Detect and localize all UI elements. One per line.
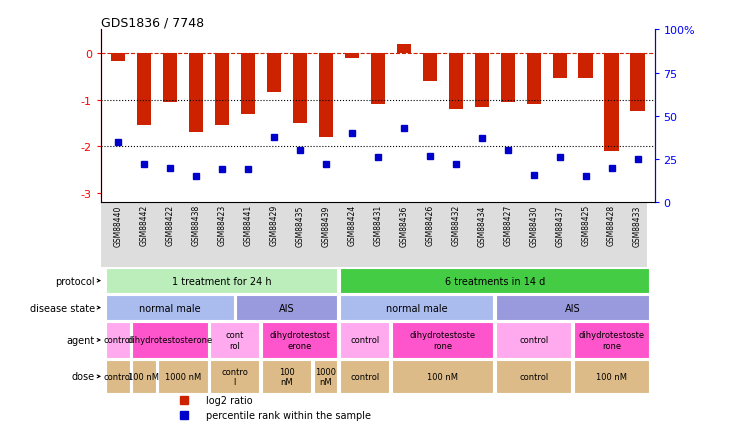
Text: 100
nM: 100 nM	[279, 367, 295, 386]
Bar	[314, 360, 337, 393]
Text: GSM88437: GSM88437	[555, 205, 564, 246]
Text: dose: dose	[72, 372, 95, 381]
Bar	[496, 322, 571, 358]
Bar	[578, 54, 592, 79]
Text: normal male: normal male	[386, 303, 447, 313]
Bar	[215, 54, 229, 126]
Text: GSM88441: GSM88441	[243, 205, 252, 246]
Text: 1 treatment for 24 h: 1 treatment for 24 h	[172, 276, 272, 286]
Bar	[496, 295, 649, 320]
Bar	[210, 360, 260, 393]
Bar	[163, 54, 177, 102]
Text: 1000 nM: 1000 nM	[165, 372, 201, 381]
Text: percentile rank within the sample: percentile rank within the sample	[206, 410, 371, 420]
Text: GSM88438: GSM88438	[191, 205, 200, 246]
Bar	[345, 54, 359, 59]
Bar	[188, 54, 203, 133]
Text: dihydrotestosterone: dihydrotestosterone	[127, 335, 212, 345]
Text: control: control	[350, 335, 379, 345]
Text: contro
l: contro l	[221, 367, 248, 386]
Text: 6 treatments in 14 d: 6 treatments in 14 d	[444, 276, 545, 286]
Bar	[631, 54, 645, 112]
Text: GSM88422: GSM88422	[165, 205, 174, 246]
Bar	[340, 360, 390, 393]
Bar	[449, 54, 463, 110]
Bar	[340, 295, 494, 320]
Text: GSM88423: GSM88423	[218, 205, 227, 246]
Bar	[370, 54, 385, 105]
Text: GSM88433: GSM88433	[633, 205, 642, 246]
Bar	[392, 322, 494, 358]
Text: GSM88434: GSM88434	[477, 205, 486, 246]
Text: GSM88426: GSM88426	[425, 205, 434, 246]
Bar	[423, 54, 437, 82]
Bar	[262, 360, 311, 393]
Text: control: control	[103, 372, 132, 381]
Text: agent: agent	[67, 335, 95, 345]
Text: GSM88425: GSM88425	[581, 205, 590, 246]
Bar	[496, 360, 571, 393]
Text: control: control	[103, 335, 132, 345]
Text: GSM88428: GSM88428	[607, 205, 616, 246]
Bar	[392, 360, 494, 393]
Bar	[340, 322, 390, 358]
Text: GSM88440: GSM88440	[114, 205, 123, 246]
Text: GDS1836 / 7748: GDS1836 / 7748	[101, 16, 204, 29]
Bar	[396, 45, 411, 54]
Bar	[111, 54, 125, 62]
Text: AIS: AIS	[279, 303, 295, 313]
Text: AIS: AIS	[565, 303, 580, 313]
Text: dihydrotestost
erone: dihydrotestost erone	[269, 330, 330, 350]
Text: GSM88435: GSM88435	[295, 205, 304, 246]
Bar	[106, 322, 129, 358]
Bar	[574, 322, 649, 358]
Text: 1000
nM: 1000 nM	[315, 367, 337, 386]
Bar	[319, 54, 333, 138]
Text: control: control	[519, 335, 548, 345]
Bar	[527, 54, 541, 105]
Bar	[266, 54, 281, 93]
Bar	[106, 360, 129, 393]
Text: 100 nM: 100 nM	[427, 372, 459, 381]
Bar	[340, 268, 649, 293]
Text: dihydrotestoste
rone: dihydrotestoste rone	[410, 330, 476, 350]
Text: 100 nM: 100 nM	[596, 372, 627, 381]
Text: GSM88431: GSM88431	[373, 205, 382, 246]
Text: GSM88430: GSM88430	[529, 205, 538, 246]
Text: log2 ratio: log2 ratio	[206, 395, 253, 405]
Bar	[292, 54, 307, 124]
Bar	[106, 295, 233, 320]
Bar	[210, 322, 260, 358]
Bar	[574, 360, 649, 393]
Text: dihydrotestoste
rone: dihydrotestoste rone	[578, 330, 645, 350]
Bar	[236, 295, 337, 320]
Bar	[132, 360, 156, 393]
Text: GSM88439: GSM88439	[322, 205, 331, 246]
Text: GSM88429: GSM88429	[269, 205, 278, 246]
Bar	[106, 268, 337, 293]
Text: cont
rol: cont rol	[226, 330, 244, 350]
Text: GSM88432: GSM88432	[451, 205, 460, 246]
Text: protocol: protocol	[55, 276, 95, 286]
Bar	[137, 54, 151, 126]
Text: control: control	[350, 372, 379, 381]
Bar	[262, 322, 337, 358]
Text: GSM88436: GSM88436	[399, 205, 408, 246]
Bar	[604, 54, 619, 151]
Bar	[474, 54, 489, 107]
Text: GSM88442: GSM88442	[139, 205, 148, 246]
Text: control: control	[519, 372, 548, 381]
Text: GSM88424: GSM88424	[347, 205, 356, 246]
Bar	[158, 360, 207, 393]
Text: 100 nM: 100 nM	[129, 372, 159, 381]
Text: disease state: disease state	[30, 303, 95, 313]
Text: normal male: normal male	[139, 303, 200, 313]
Bar	[553, 54, 567, 79]
Bar	[132, 322, 207, 358]
Text: GSM88427: GSM88427	[503, 205, 512, 246]
Bar	[500, 54, 515, 102]
Bar	[241, 54, 255, 114]
